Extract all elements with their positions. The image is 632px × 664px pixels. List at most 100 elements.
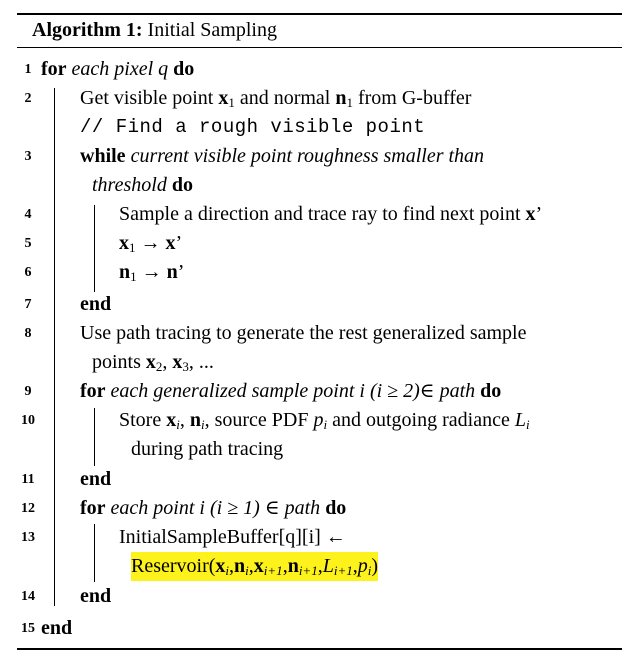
math-p: p: [357, 555, 368, 577]
algorithm-line-2: 2 Get visible point x1 and normal n1 fro…: [0, 84, 632, 113]
line-number: 13: [21, 530, 35, 545]
math-x: x: [145, 351, 156, 373]
math-L: L: [514, 409, 526, 431]
text-part: ,: [317, 555, 323, 577]
text-part: ,: [352, 555, 358, 577]
algorithm-line-15: 15 end: [0, 614, 632, 643]
line-text: Sample a direction and trace ray to find…: [119, 200, 542, 229]
algorithm-line-3-continued: threshold do: [0, 171, 632, 200]
caption-title: Initial Sampling: [147, 19, 277, 41]
line-text: n1 → n’: [119, 258, 184, 287]
text-part: ): [371, 555, 379, 577]
math-L: L: [322, 555, 334, 577]
keyword-end: end: [41, 617, 73, 639]
text-part: points: [92, 351, 146, 373]
algorithm-comment-line: // Find a rough visible point: [0, 113, 632, 142]
indent-line-for-body-1: [94, 408, 95, 466]
line-text: during path tracing: [131, 438, 284, 460]
math-x: x: [165, 232, 176, 254]
math-x: x: [525, 203, 536, 225]
line-number: 4: [24, 207, 32, 222]
keyword-while: while: [80, 145, 126, 167]
loop-condition: each pixel q: [71, 58, 169, 80]
math-subscript: i+1: [298, 563, 318, 578]
top-rule: [17, 13, 622, 15]
text-part: ,: [229, 555, 235, 577]
keyword-end: end: [80, 585, 112, 607]
text-part: Reservoir(: [131, 555, 216, 577]
line-number: 15: [21, 621, 35, 636]
text-part: ,: [179, 409, 190, 431]
math-subscript: 3: [182, 359, 189, 374]
algorithm-line-13: 13 InitialSampleBuffer[q][i] ←: [0, 523, 632, 552]
math-subscript: i+1: [333, 563, 353, 578]
math-subscript: i+1: [263, 563, 283, 578]
line-number: 3: [24, 149, 32, 164]
math-subscript: i: [176, 417, 180, 432]
text-part: and outgoing radiance: [327, 409, 515, 431]
algorithm-line-14: 14 end: [0, 582, 632, 611]
highlighted-reservoir-call: Reservoir(xi,ni,xi+1,ni+1,Li+1,pi): [131, 552, 379, 581]
text-part: from G-buffer: [352, 87, 472, 109]
line-number: 1: [24, 62, 32, 77]
math-subscript: 1: [130, 269, 137, 284]
line-number: 10: [21, 413, 35, 428]
math-x: x: [218, 87, 229, 109]
arrow-symbol: →: [141, 261, 162, 283]
line-text: for each pixel q do: [41, 55, 194, 84]
math-subscript: 1: [346, 95, 353, 110]
keyword-end: end: [80, 293, 112, 315]
text-part: and normal: [234, 87, 336, 109]
algorithm-line-7: 7 end: [0, 290, 632, 319]
math-subscript: 1: [228, 95, 235, 110]
line-number: 9: [24, 384, 32, 399]
line-text: InitialSampleBuffer[q][i] ←: [119, 526, 346, 548]
math-x: x: [172, 351, 183, 373]
text-part: ,: [282, 555, 288, 577]
text-part: Get visible point: [80, 87, 219, 109]
keyword-for: for: [41, 58, 67, 80]
line-number: 8: [24, 326, 32, 341]
math-n: n: [166, 261, 178, 283]
keyword-for: for: [80, 497, 106, 519]
text-part: Store: [119, 409, 167, 431]
line-text: Use path tracing to generate the rest ge…: [80, 322, 527, 344]
text-part: , ...: [188, 351, 214, 373]
math-prime: ’: [535, 203, 543, 225]
algorithm-line-1: 1 for each pixel q do: [0, 55, 632, 84]
math-n: n: [335, 87, 347, 109]
math-subscript: i: [367, 563, 372, 578]
while-condition-cont: threshold: [92, 174, 167, 196]
caption-rule: [17, 47, 622, 48]
text-part: Sample a direction and trace ray to find…: [119, 203, 526, 225]
caption-label: Algorithm 1:: [32, 19, 143, 41]
line-number: 2: [24, 91, 32, 106]
algorithm-line-9: 9 for each generalized sample point i (i…: [0, 377, 632, 406]
math-subscript: i: [245, 563, 249, 578]
algorithm-line-5: 5 x1 → x’: [0, 229, 632, 258]
algorithm-line-10-continued: during path tracing: [0, 435, 632, 464]
line-text: Store xi, ni, source PDF pi and outgoing…: [119, 406, 530, 435]
line-number: 7: [24, 297, 32, 312]
math-x: x: [215, 555, 226, 577]
line-text: points x2, x3, ...: [92, 348, 214, 377]
math-x: x: [119, 232, 129, 254]
math-p: p: [313, 409, 324, 431]
line-number: 6: [24, 265, 32, 280]
indent-line-for-body-2: [94, 524, 95, 582]
keyword-for: for: [80, 380, 106, 402]
algorithm-line-8: 8 Use path tracing to generate the rest …: [0, 319, 632, 348]
math-prime: ’: [175, 232, 183, 254]
math-n: n: [119, 261, 131, 283]
algorithm-line-6: 6 n1 → n’: [0, 258, 632, 287]
keyword-do: do: [480, 380, 502, 402]
algorithm-line-3: 3 while current visible point roughness …: [0, 142, 632, 171]
line-text: x1 → x’: [119, 229, 182, 258]
arrow-symbol: →: [140, 232, 161, 254]
algorithm-caption: Algorithm 1: Initial Sampling: [32, 16, 277, 44]
line-number: 12: [21, 501, 35, 516]
bottom-rule: [17, 648, 622, 650]
math-n: n: [287, 555, 299, 577]
line-text: for each point i (i ≥ 1) ∈ path do: [80, 494, 346, 523]
math-x: x: [166, 409, 177, 431]
